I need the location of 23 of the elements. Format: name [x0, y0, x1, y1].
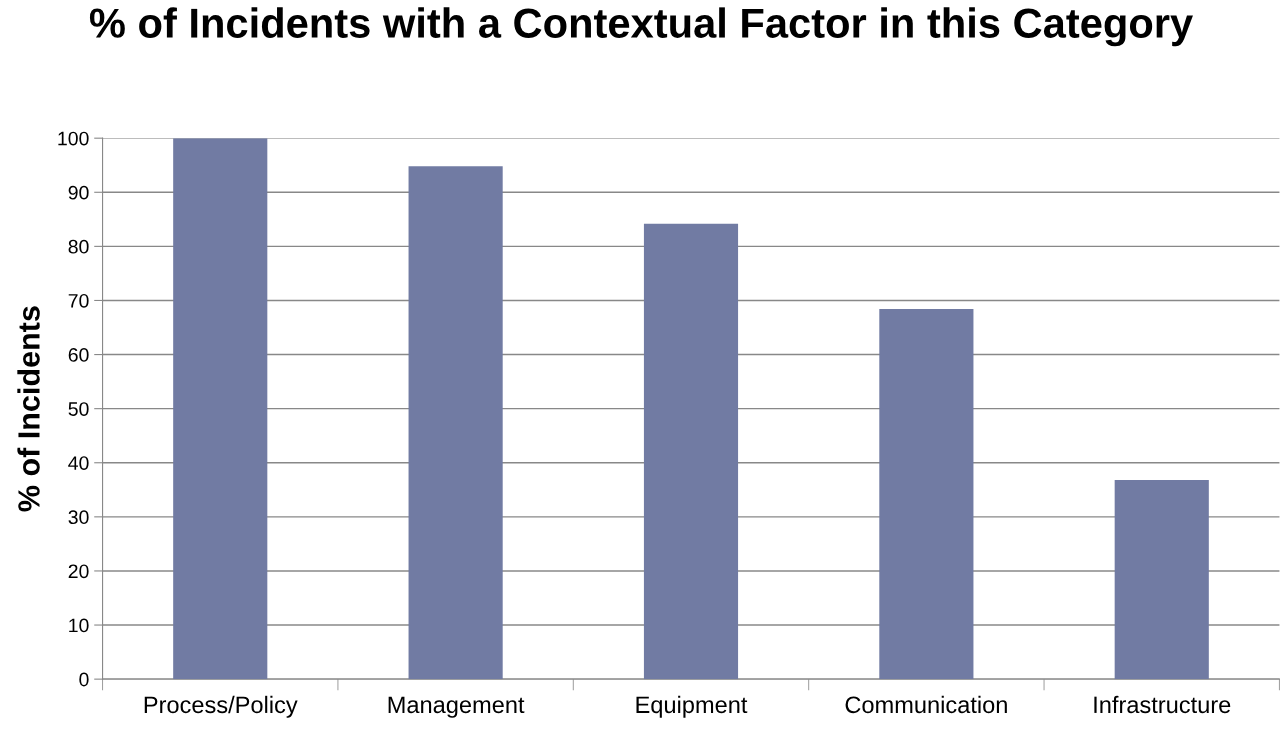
bar [408, 166, 503, 680]
x-tick-label: Communication [845, 695, 1007, 714]
y-tick-label: 70 [68, 293, 89, 308]
x-tick-label: Infrastructure [1094, 695, 1231, 714]
bar [173, 138, 268, 680]
bar [1114, 480, 1209, 680]
y-tick-label: 0 [79, 672, 89, 687]
bar [643, 223, 739, 680]
x-tick-label: Process/Policy [144, 695, 298, 718]
y-tick-label: 40 [68, 456, 89, 470]
y-tick-label: 10 [69, 618, 89, 633]
y-tick-label: 50 [68, 402, 89, 416]
bar [879, 309, 974, 680]
y-axis-title: % of Incidents [17, 306, 40, 512]
chart-title: % of Incidents with a Contextual Factor in this Category [89, 7, 1193, 47]
y-tick-label: 60 [68, 348, 89, 362]
y-tick-label: 80 [68, 239, 89, 254]
y-tick-label: 90 [68, 185, 89, 200]
x-tick-label: Equipment [636, 695, 748, 718]
y-tick-label: 20 [68, 564, 89, 579]
y-tick-label: 100 [58, 131, 89, 146]
x-tick-label: Management [388, 696, 525, 718]
y-tick-label: 30 [68, 510, 89, 525]
